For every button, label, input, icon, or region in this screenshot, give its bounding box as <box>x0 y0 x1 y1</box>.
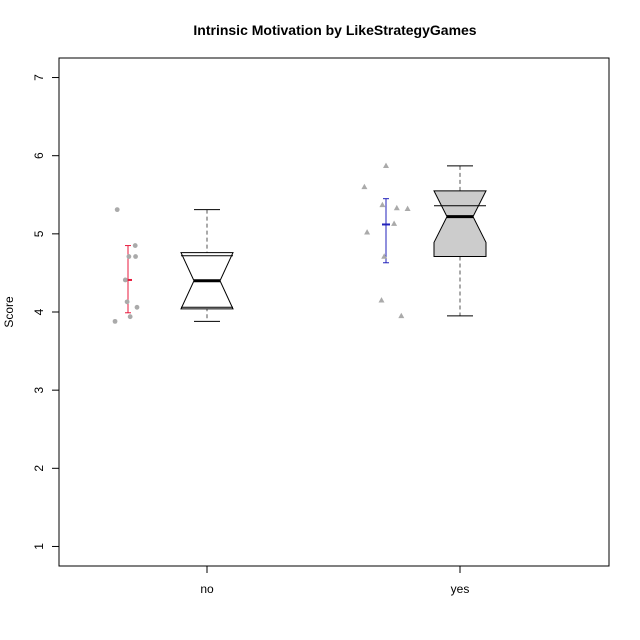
y-tick-label: 4 <box>32 308 46 315</box>
chart-title: Intrinsic Motivation by LikeStrategyGame… <box>193 22 476 38</box>
y-tick-label: 6 <box>32 152 46 159</box>
data-point <box>393 204 400 211</box>
data-point <box>112 318 118 324</box>
notched-box <box>433 190 487 258</box>
y-tick-label: 5 <box>32 230 46 237</box>
y-tick-label: 1 <box>32 543 46 550</box>
plot-frame <box>58 57 610 567</box>
data-point <box>398 312 405 319</box>
data-point <box>122 277 128 283</box>
y-tick-label: 3 <box>32 386 46 393</box>
x-tick-label: no <box>200 582 214 596</box>
group-no <box>112 207 234 324</box>
data-point <box>127 314 133 320</box>
data-point <box>132 243 138 248</box>
data-point <box>404 205 411 212</box>
plot-content <box>112 162 487 324</box>
y-axis-label: Score <box>2 296 16 328</box>
y-tick-label: 2 <box>32 465 46 472</box>
data-point <box>378 297 385 303</box>
data-point <box>124 299 130 305</box>
data-point <box>134 304 140 310</box>
data-point <box>114 207 120 213</box>
data-point <box>383 162 389 169</box>
y-axis: 1 2 3 4 5 6 7 <box>32 74 60 550</box>
data-point <box>361 183 368 190</box>
data-point <box>379 201 386 208</box>
data-point <box>364 229 371 235</box>
group-yes <box>361 162 487 319</box>
y-tick-label: 7 <box>32 74 46 81</box>
x-axis: no yes <box>200 566 469 596</box>
data-point <box>133 254 138 259</box>
data-point <box>126 254 132 259</box>
data-point <box>391 220 398 226</box>
data-point <box>381 253 388 259</box>
x-tick-label: yes <box>451 582 470 596</box>
